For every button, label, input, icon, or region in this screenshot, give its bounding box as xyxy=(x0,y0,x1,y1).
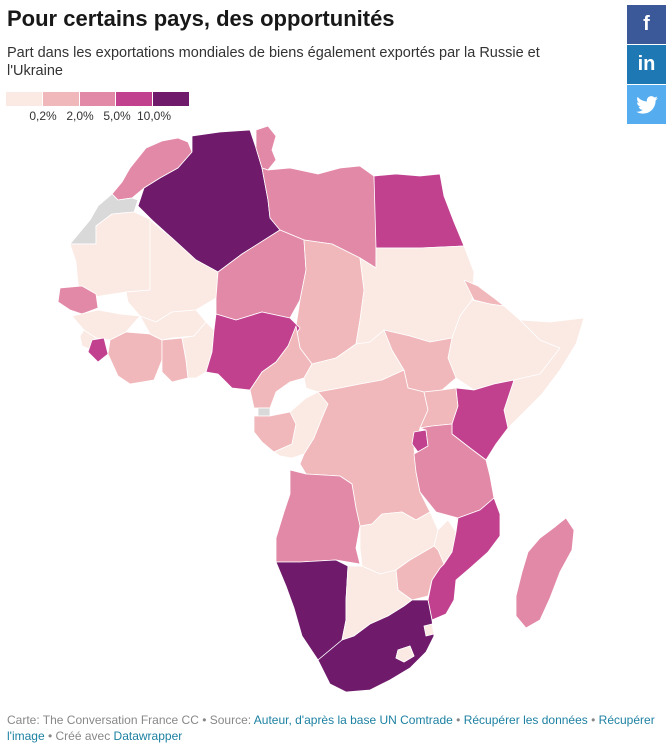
page-subtitle: Part dans les exportations mondiales de … xyxy=(7,45,540,79)
country-liberia[interactable] xyxy=(87,337,109,363)
country-madagascar[interactable] xyxy=(515,517,575,629)
country-south-sudan[interactable] xyxy=(383,329,457,393)
africa-map xyxy=(57,125,585,693)
legend-swatch-1 xyxy=(6,92,43,106)
get-data-link[interactable]: Récupérer les données xyxy=(463,713,588,727)
share-buttons: f in xyxy=(627,5,666,125)
datawrapper-link[interactable]: Datawrapper xyxy=(113,729,183,743)
linkedin-share-button[interactable]: in xyxy=(627,45,666,84)
twitter-icon xyxy=(635,95,658,114)
legend-swatch-5 xyxy=(153,92,190,106)
color-legend: 0,2% 2,0% 5,0% 10,0% xyxy=(6,92,192,123)
legend-swatch-2 xyxy=(42,92,80,106)
country-cote-divoire[interactable] xyxy=(107,331,163,385)
country-somalia[interactable] xyxy=(503,317,585,429)
footer-created-with: • Créé avec xyxy=(44,729,114,743)
legend-color-bar xyxy=(6,92,192,106)
twitter-share-button[interactable] xyxy=(627,85,666,124)
footer-credit: Carte: The Conversation France CC • Sour… xyxy=(7,713,254,727)
page-title: Pour certains pays, des opportunités xyxy=(7,6,395,31)
facebook-share-button[interactable]: f xyxy=(627,5,666,44)
country-tunisia[interactable] xyxy=(255,125,277,171)
country-niger[interactable] xyxy=(215,229,307,321)
country-lesotho[interactable] xyxy=(395,645,415,663)
source-link[interactable]: Auteur, d'après la base UN Comtrade xyxy=(253,713,453,727)
footer-separator-1: • xyxy=(452,713,464,727)
country-egypt[interactable] xyxy=(373,173,465,249)
footer: Carte: The Conversation France CC • Sour… xyxy=(7,712,657,744)
legend-label-2: 2,0% xyxy=(66,109,94,123)
country-senegal[interactable] xyxy=(57,285,99,315)
legend-swatch-4 xyxy=(116,92,154,106)
country-mozambique[interactable] xyxy=(427,497,501,621)
legend-labels: 0,2% 2,0% 5,0% 10,0% xyxy=(6,106,192,123)
legend-label-4: 10,0% xyxy=(136,109,172,123)
get-image-link[interactable]: Récupérer l'image xyxy=(7,713,655,743)
legend-label-1: 0,2% xyxy=(29,109,57,123)
footer-separator-2: • xyxy=(587,713,599,727)
country-eswatini[interactable] xyxy=(423,623,435,637)
country-angola[interactable] xyxy=(275,469,361,565)
facebook-icon: f xyxy=(643,13,650,35)
legend-swatch-3 xyxy=(79,92,117,106)
legend-label-3: 5,0% xyxy=(103,109,131,123)
country-equatorial-guinea[interactable] xyxy=(257,407,271,417)
linkedin-icon: in xyxy=(637,53,656,75)
